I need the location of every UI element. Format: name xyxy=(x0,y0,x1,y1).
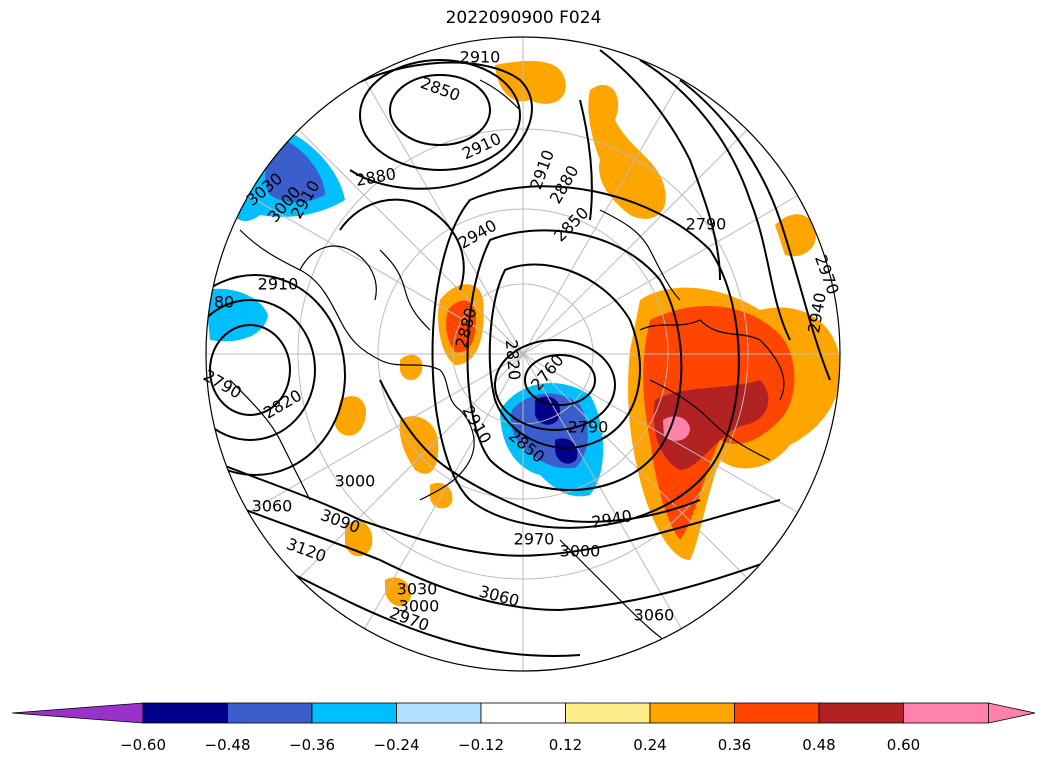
colorbar-bin xyxy=(480,702,566,724)
height-contours xyxy=(206,49,831,657)
colorbar-bin xyxy=(311,702,397,724)
colorbar-tick-label: −0.12 xyxy=(458,736,504,754)
contour-label: 3000 xyxy=(335,472,376,491)
graticule xyxy=(206,37,840,671)
colorbar-bin xyxy=(649,702,735,724)
contour-label: 2940 xyxy=(455,216,500,253)
contour-label: 2910 xyxy=(460,48,501,67)
colorbar-tick-label: −0.36 xyxy=(289,736,335,754)
contour-label: 2970 xyxy=(514,530,555,549)
colorbar-bin xyxy=(734,702,820,724)
colorbar xyxy=(11,702,1036,724)
map-title: 2022090900 F024 xyxy=(445,8,602,28)
colorbar-bin xyxy=(227,702,313,724)
positive-anomaly-e xyxy=(775,214,816,257)
map-content xyxy=(206,37,840,671)
colorbar-tick-label: 0.36 xyxy=(717,736,752,754)
contour-label: 3060 xyxy=(634,606,675,625)
contour-label: 80 xyxy=(214,293,234,312)
negative-anomaly-center-min xyxy=(535,396,561,425)
contour-label: 2790 xyxy=(568,418,609,437)
negative-anomaly-west-core xyxy=(265,140,325,203)
coastlines xyxy=(229,79,785,651)
positive-anomaly-ne xyxy=(588,84,666,219)
positive-anomaly-small-4 xyxy=(345,521,373,557)
contour-label: 3030 xyxy=(397,580,438,599)
contour-label: 2910 xyxy=(458,402,495,447)
positive-anomaly-max xyxy=(663,416,690,441)
contour-label: 2850 xyxy=(418,73,463,105)
contour-label: 2820 xyxy=(502,339,524,381)
colorbar-bin xyxy=(396,702,482,724)
positive-anomaly-small-3 xyxy=(335,396,366,436)
contour-label: 3000 xyxy=(560,542,601,561)
positive-anomaly-peak xyxy=(653,380,769,470)
positive-anomaly-small-6 xyxy=(400,354,423,381)
negative-anomaly-west-2 xyxy=(206,288,268,342)
contour-label: 2850 xyxy=(550,203,592,245)
colorbar-tick-label: 0.12 xyxy=(548,736,583,754)
negative-anomaly-center-min-2 xyxy=(555,438,578,464)
colorbar-extend-low xyxy=(11,702,144,724)
contour-label: 2940 xyxy=(590,506,633,532)
colorbar-tick-label: −0.48 xyxy=(204,736,251,754)
contour-label: 3060 xyxy=(477,582,521,611)
map-boundary xyxy=(205,36,841,672)
colorbar-bin xyxy=(818,702,904,724)
contour-label: 2910 xyxy=(258,275,299,294)
colorbar-extend-high xyxy=(988,702,1036,724)
contour-label: 3090 xyxy=(318,505,363,537)
contour-label: 2790 xyxy=(686,215,727,234)
contour-label: 2910 xyxy=(459,129,504,163)
colorbar-tick-label: 0.48 xyxy=(802,736,836,754)
colorbar-tick-label: −0.24 xyxy=(373,736,420,754)
positive-anomaly-small-5 xyxy=(385,577,411,607)
contour-label: 2790 xyxy=(200,366,245,403)
colorbar-tick-label: 0.24 xyxy=(633,736,667,754)
colorbar-bin xyxy=(903,702,989,724)
colorbar-tick-label: −0.60 xyxy=(120,736,166,754)
colorbar-bin xyxy=(142,702,228,724)
contour-label: 3060 xyxy=(252,497,293,516)
colorbar-bin xyxy=(565,702,651,724)
contour-label: 3000 xyxy=(399,597,440,616)
colorbar-tick-label: 0.60 xyxy=(886,736,921,754)
contour-label: 2970 xyxy=(811,252,843,297)
